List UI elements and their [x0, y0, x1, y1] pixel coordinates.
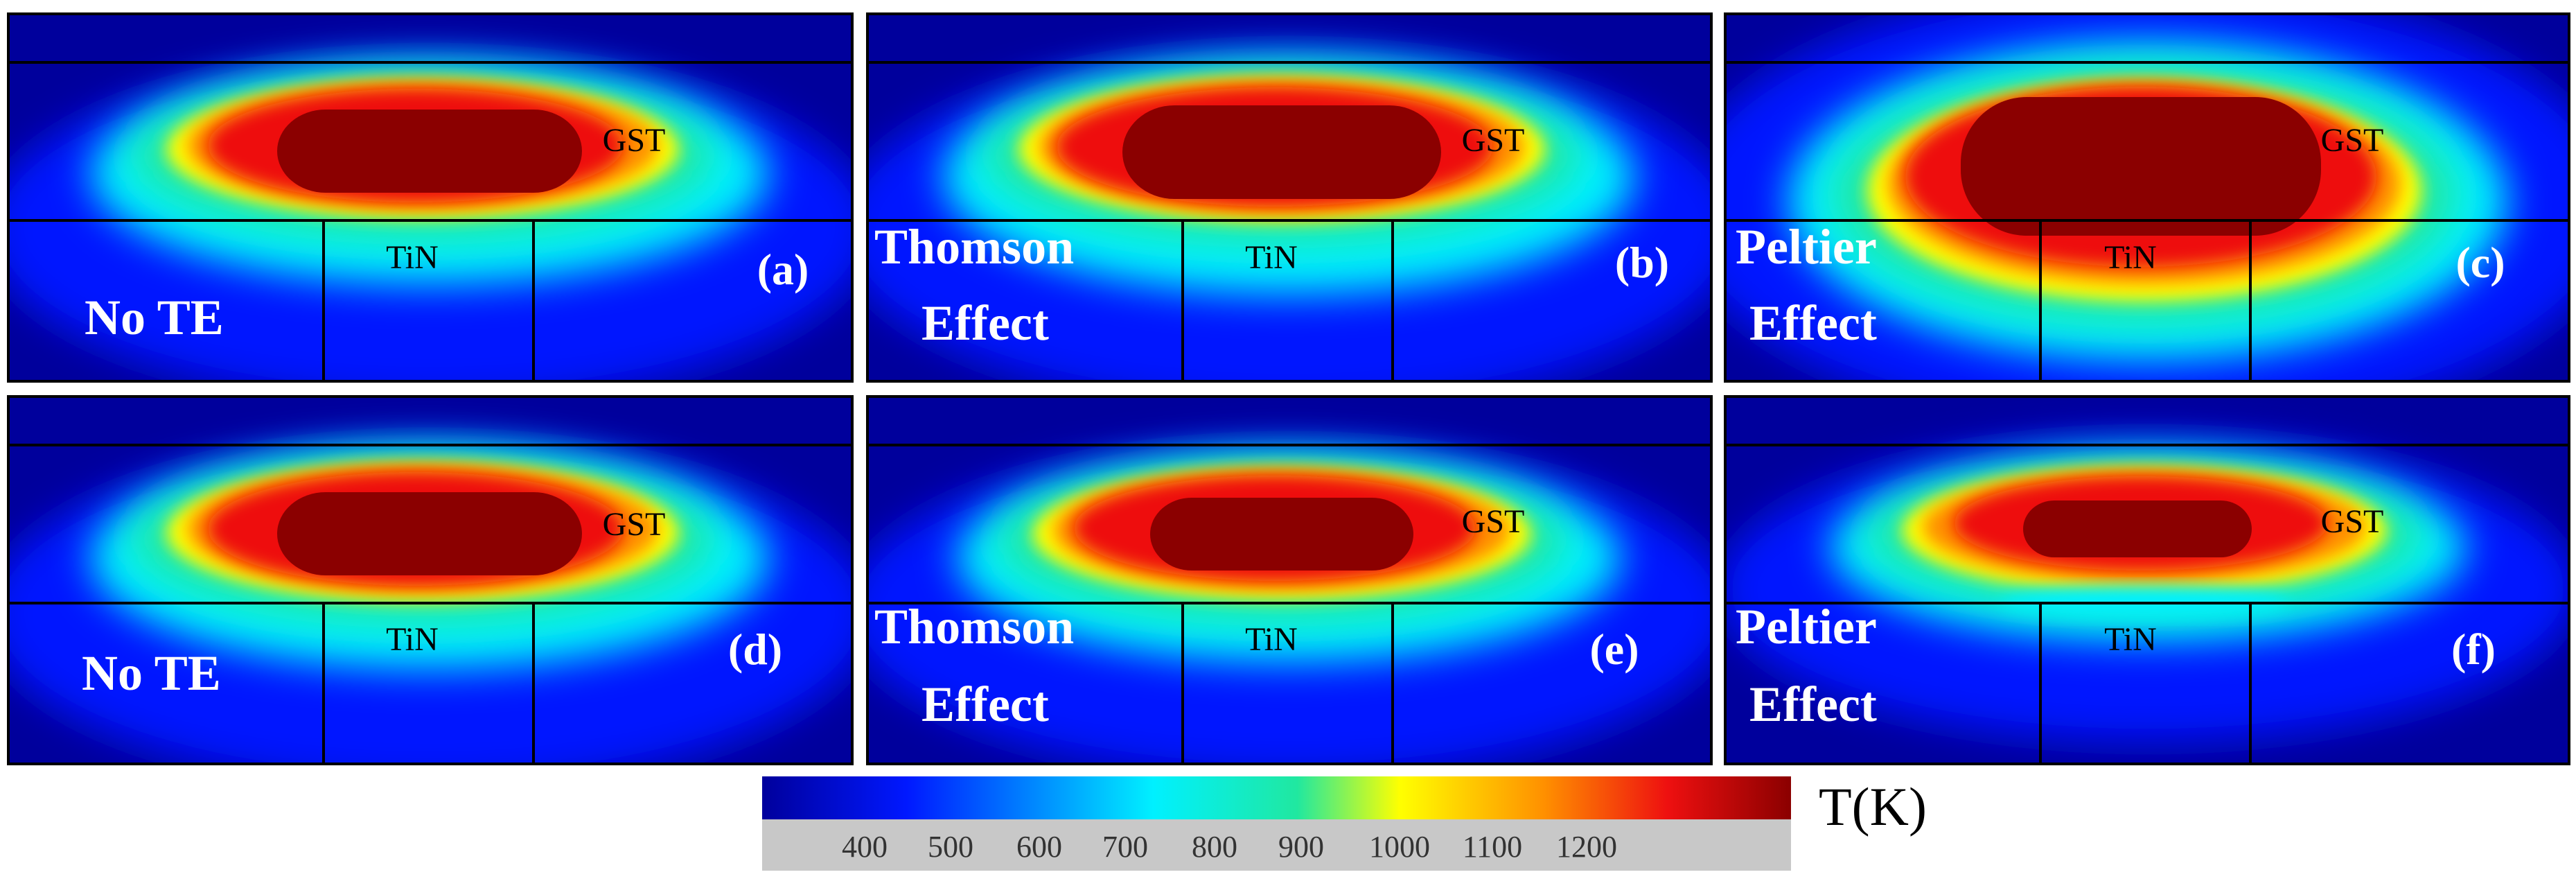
panel-c-heatmap [1725, 14, 2569, 381]
panel-e-tag: (e) [1589, 625, 1639, 674]
panel-f-tin-label: TiN [2104, 621, 2157, 658]
panel-a: GST TiN (a) No TE [7, 12, 854, 383]
panel-e-frame [866, 395, 1713, 765]
colorbar-tick-label: 700 [1102, 830, 1148, 864]
panel-a-heatmap [8, 55, 852, 381]
panel-c-frame [1724, 12, 2570, 383]
panel-f: GST TiN (f) Peltier Effect [1724, 395, 2570, 765]
panel-c: GST TiN (c) Peltier Effect [1724, 12, 2570, 383]
colorbar-tick-label: 400 [842, 830, 888, 864]
panel-a-effect-line-1: No TE [85, 290, 224, 345]
panel-d-frame [7, 395, 854, 765]
panel-d-heatmap [8, 440, 852, 764]
panel-e: GST TiN (e) Thomson Effect [866, 395, 1713, 765]
panel-f-effect-line-2: Effect [1749, 677, 1877, 732]
colorbar: 400 500 600 700 800 900 1000 1100 1200 T… [762, 776, 1927, 871]
panel-d: GST TiN (d) No TE [7, 395, 854, 765]
colorbar-tick-label: 500 [928, 830, 973, 864]
colorbar-tick-label: 1100 [1463, 830, 1522, 864]
panel-b: GST TiN (b) Thomson Effect [866, 12, 1713, 383]
panel-b-effect-line-1: Thomson [874, 219, 1074, 275]
panel-d-tin-label: TiN [386, 621, 439, 658]
colorbar-tick-label: 800 [1192, 830, 1237, 864]
colorbar-tick-label: 600 [1016, 830, 1062, 864]
colorbar-unit-label: T(K) [1819, 776, 1927, 837]
panel-e-effect-line-1: Thomson [874, 599, 1074, 654]
panel-d-gst-label: GST [603, 506, 666, 543]
panel-a-frame [7, 12, 854, 383]
panel-b-tag: (b) [1615, 238, 1669, 287]
panel-b-gst-label: GST [1462, 122, 1525, 159]
panel-c-effect-line-2: Effect [1749, 295, 1877, 351]
panel-f-tag: (f) [2451, 625, 2496, 674]
panel-f-frame [1724, 395, 2570, 765]
panel-e-tin-label: TiN [1245, 621, 1298, 658]
panel-f-heatmap [1725, 437, 2569, 742]
panel-c-gst-label: GST [2321, 122, 2384, 159]
panel-d-tag: (d) [728, 625, 782, 674]
colorbar-ticks: 400 500 600 700 800 900 1000 1100 1200 [842, 830, 1617, 864]
panel-f-gst-label: GST [2321, 503, 2384, 540]
panel-b-tin-label: TiN [1245, 239, 1298, 276]
colorbar-tick-label: 1000 [1369, 830, 1430, 864]
colorbar-tick-label: 1200 [1556, 830, 1617, 864]
panel-a-gst-label: GST [603, 122, 666, 159]
colorbar-tick-band [762, 819, 1791, 871]
panel-a-tin-label: TiN [386, 239, 439, 276]
panel-b-frame [866, 12, 1713, 383]
colorbar-tick-label: 900 [1278, 830, 1324, 864]
panel-f-effect-line-1: Peltier [1736, 599, 1877, 654]
panel-c-effect-line-1: Peltier [1736, 219, 1877, 275]
colorbar-gradient [762, 776, 1791, 819]
panel-c-tin-label: TiN [2104, 239, 2157, 276]
panel-b-effect-line-2: Effect [921, 295, 1049, 351]
panel-e-effect-line-2: Effect [921, 677, 1049, 732]
panel-a-tag: (a) [757, 245, 809, 294]
panel-b-heatmap [867, 49, 1711, 381]
panel-e-gst-label: GST [1462, 503, 1525, 540]
panel-d-effect-line-1: No TE [82, 645, 221, 701]
panel-c-tag: (c) [2455, 238, 2505, 287]
